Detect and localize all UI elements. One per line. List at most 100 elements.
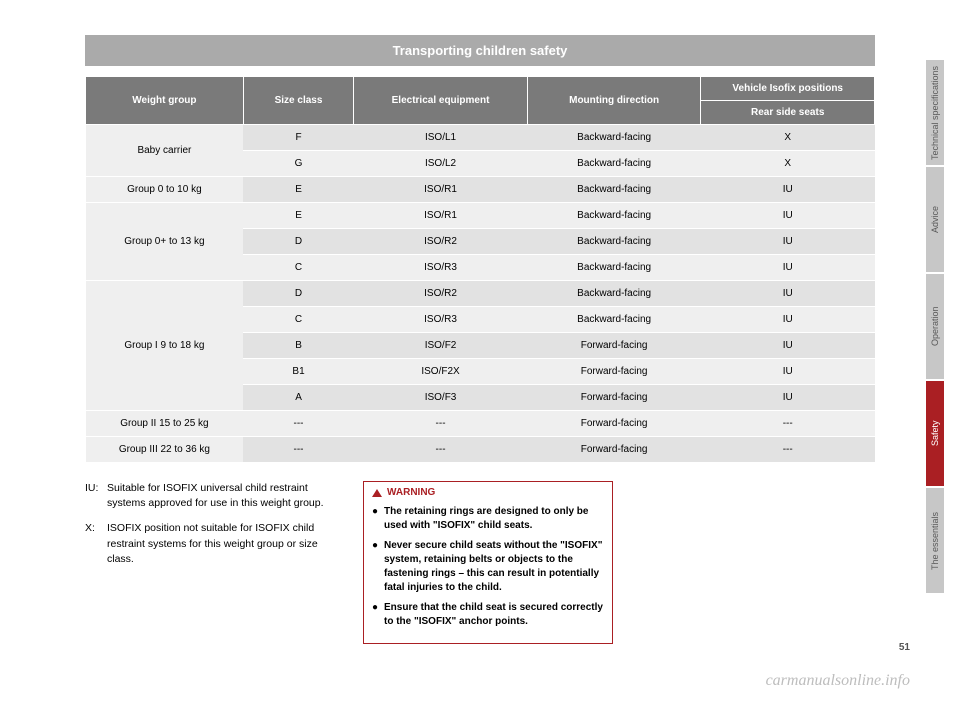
cell-dir: Forward-facing bbox=[527, 411, 701, 437]
definition-tag: X: bbox=[85, 521, 107, 567]
cell-size: B1 bbox=[243, 359, 353, 385]
cell-weight-group: Group III 22 to 36 kg bbox=[86, 437, 244, 463]
warning-column: WARNING ●The retaining rings are designe… bbox=[363, 481, 613, 644]
cell-size: A bbox=[243, 385, 353, 411]
bullet-dot: ● bbox=[372, 601, 380, 629]
cell-dir: Forward-facing bbox=[527, 385, 701, 411]
cell-rear: --- bbox=[701, 437, 875, 463]
watermark: carmanualsonline.info bbox=[766, 672, 910, 690]
cell-rear: IU bbox=[701, 307, 875, 333]
definition-item: IU:Suitable for ISOFIX universal child r… bbox=[85, 481, 335, 511]
cell-equip: ISO/R2 bbox=[354, 281, 528, 307]
cell-size: F bbox=[243, 125, 353, 151]
cell-dir: Backward-facing bbox=[527, 177, 701, 203]
chapter-title: Transporting children safety bbox=[85, 35, 875, 66]
cell-rear: X bbox=[701, 151, 875, 177]
cell-rear: IU bbox=[701, 177, 875, 203]
page-content: Transporting children safety Weight grou… bbox=[85, 35, 875, 644]
cell-equip: ISO/L2 bbox=[354, 151, 528, 177]
page-number: 51 bbox=[899, 642, 910, 653]
warning-bullet: ●Never secure child seats without the "I… bbox=[372, 539, 604, 595]
cell-weight-group: Baby carrier bbox=[86, 125, 244, 177]
side-tabs: Technical specifications Advice Operation S… bbox=[926, 60, 960, 595]
isofix-table: Weight group Size class Electrical equip… bbox=[85, 76, 875, 463]
cell-rear: IU bbox=[701, 385, 875, 411]
bullet-dot: ● bbox=[372, 505, 380, 533]
cell-dir: Forward-facing bbox=[527, 333, 701, 359]
cell-size: G bbox=[243, 151, 353, 177]
warning-bullet: ●The retaining rings are designed to onl… bbox=[372, 505, 604, 533]
cell-equip: --- bbox=[354, 437, 528, 463]
footnotes-row: IU:Suitable for ISOFIX universal child r… bbox=[85, 481, 875, 644]
cell-equip: ISO/R3 bbox=[354, 307, 528, 333]
definition-text: Suitable for ISOFIX universal child rest… bbox=[107, 481, 335, 511]
table-row: Group III 22 to 36 kg------Forward-facin… bbox=[86, 437, 875, 463]
cell-dir: Backward-facing bbox=[527, 281, 701, 307]
th-weight: Weight group bbox=[86, 77, 244, 125]
cell-equip: ISO/F3 bbox=[354, 385, 528, 411]
side-tab[interactable]: Safety bbox=[926, 381, 944, 486]
cell-dir: Forward-facing bbox=[527, 437, 701, 463]
warning-icon bbox=[372, 489, 382, 497]
cell-rear: IU bbox=[701, 281, 875, 307]
cell-dir: Forward-facing bbox=[527, 359, 701, 385]
cell-dir: Backward-facing bbox=[527, 203, 701, 229]
warning-header: WARNING bbox=[364, 482, 612, 501]
bullet-text: Never secure child seats without the "IS… bbox=[384, 539, 604, 595]
cell-equip: ISO/R3 bbox=[354, 255, 528, 281]
side-tab[interactable]: Operation bbox=[926, 274, 944, 379]
cell-size: E bbox=[243, 203, 353, 229]
cell-size: --- bbox=[243, 411, 353, 437]
cell-equip: ISO/L1 bbox=[354, 125, 528, 151]
cell-weight-group: Group II 15 to 25 kg bbox=[86, 411, 244, 437]
cell-equip: ISO/R1 bbox=[354, 177, 528, 203]
cell-size: C bbox=[243, 307, 353, 333]
cell-size: E bbox=[243, 177, 353, 203]
cell-rear: IU bbox=[701, 203, 875, 229]
side-tab[interactable]: Technical specifications bbox=[926, 60, 944, 165]
table-row: Group 0+ to 13 kgEISO/R1Backward-facingI… bbox=[86, 203, 875, 229]
definitions-column: IU:Suitable for ISOFIX universal child r… bbox=[85, 481, 335, 644]
th-rear: Rear side seats bbox=[701, 101, 875, 125]
cell-weight-group: Group 0+ to 13 kg bbox=[86, 203, 244, 281]
cell-rear: IU bbox=[701, 255, 875, 281]
cell-size: C bbox=[243, 255, 353, 281]
th-positions: Vehicle Isofix positions bbox=[701, 77, 875, 101]
cell-weight-group: Group 0 to 10 kg bbox=[86, 177, 244, 203]
cell-size: --- bbox=[243, 437, 353, 463]
cell-dir: Backward-facing bbox=[527, 229, 701, 255]
cell-weight-group: Group I 9 to 18 kg bbox=[86, 281, 244, 411]
cell-size: D bbox=[243, 281, 353, 307]
warning-title: WARNING bbox=[387, 486, 435, 501]
cell-equip: --- bbox=[354, 411, 528, 437]
warning-bullet: ●Ensure that the child seat is secured c… bbox=[372, 601, 604, 629]
cell-rear: IU bbox=[701, 333, 875, 359]
table-row: Group II 15 to 25 kg------Forward-facing… bbox=[86, 411, 875, 437]
table-body: Baby carrierFISO/L1Backward-facingXGISO/… bbox=[86, 125, 875, 463]
definition-text: ISOFIX position not suitable for ISOFIX … bbox=[107, 521, 335, 567]
cell-equip: ISO/R1 bbox=[354, 203, 528, 229]
side-tab[interactable]: The essentials bbox=[926, 488, 944, 593]
cell-dir: Backward-facing bbox=[527, 151, 701, 177]
th-dir: Mounting direction bbox=[527, 77, 701, 125]
cell-size: D bbox=[243, 229, 353, 255]
th-size: Size class bbox=[243, 77, 353, 125]
table-row: Baby carrierFISO/L1Backward-facingX bbox=[86, 125, 875, 151]
table-row: Group I 9 to 18 kgDISO/R2Backward-facing… bbox=[86, 281, 875, 307]
bullet-text: Ensure that the child seat is secured co… bbox=[384, 601, 604, 629]
bullet-dot: ● bbox=[372, 539, 380, 595]
cell-dir: Backward-facing bbox=[527, 307, 701, 333]
table-row: Group 0 to 10 kgEISO/R1Backward-facingIU bbox=[86, 177, 875, 203]
cell-rear: IU bbox=[701, 229, 875, 255]
cell-equip: ISO/F2X bbox=[354, 359, 528, 385]
side-tab[interactable]: Advice bbox=[926, 167, 944, 272]
cell-equip: ISO/R2 bbox=[354, 229, 528, 255]
cell-rear: X bbox=[701, 125, 875, 151]
definition-tag: IU: bbox=[85, 481, 107, 511]
cell-rear: --- bbox=[701, 411, 875, 437]
th-equip: Electrical equipment bbox=[354, 77, 528, 125]
cell-rear: IU bbox=[701, 359, 875, 385]
cell-dir: Backward-facing bbox=[527, 125, 701, 151]
warning-body: ●The retaining rings are designed to onl… bbox=[364, 501, 612, 643]
cell-dir: Backward-facing bbox=[527, 255, 701, 281]
